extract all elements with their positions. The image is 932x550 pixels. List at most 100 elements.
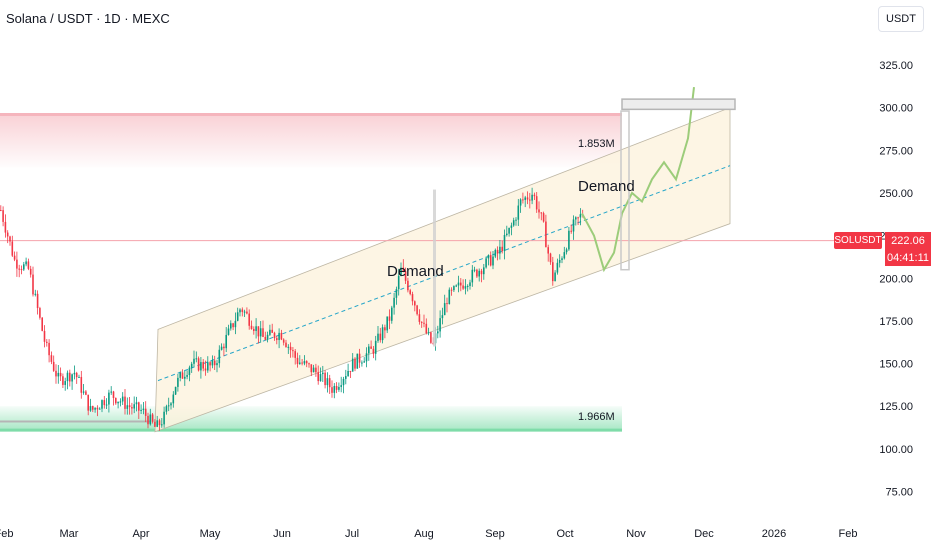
candle <box>535 196 538 210</box>
candle <box>301 362 303 364</box>
candle <box>18 268 20 270</box>
candle <box>48 342 50 356</box>
currency-button[interactable]: USDT <box>878 6 924 32</box>
candle <box>487 255 490 259</box>
candle <box>174 386 177 395</box>
candle <box>204 368 207 371</box>
candle <box>98 408 101 410</box>
candle <box>89 406 92 411</box>
candle <box>43 330 46 342</box>
candle <box>94 407 96 410</box>
candle <box>170 403 172 406</box>
candle <box>131 407 133 409</box>
candle <box>59 372 62 377</box>
candle <box>6 232 9 237</box>
candle <box>446 303 448 305</box>
candle <box>388 316 391 321</box>
candle <box>126 405 129 409</box>
demand-label-1: Demand <box>387 263 444 280</box>
candle <box>538 209 540 213</box>
candle <box>138 402 140 411</box>
candle <box>368 346 370 354</box>
candle <box>354 358 356 369</box>
x-tick-label: Jul <box>345 528 359 540</box>
candle <box>149 414 152 425</box>
candle <box>506 233 508 235</box>
candle <box>372 348 375 354</box>
candle <box>338 386 340 390</box>
candle <box>278 332 280 341</box>
candle <box>335 385 338 390</box>
candle <box>73 372 76 375</box>
candle <box>262 328 264 337</box>
candle <box>287 346 290 348</box>
candle <box>395 289 398 298</box>
x-tick-label: Aug <box>414 528 434 540</box>
candle <box>64 381 66 385</box>
candle <box>184 376 186 379</box>
candle <box>420 321 423 323</box>
candle <box>161 424 163 426</box>
candle <box>66 372 69 382</box>
candle <box>565 249 568 253</box>
x-tick-label: Jun <box>273 528 291 540</box>
candle <box>547 247 549 254</box>
y-tick-label: 125.00 <box>879 401 913 413</box>
candle <box>397 275 400 290</box>
candle <box>87 394 89 411</box>
candle <box>4 221 7 233</box>
candle <box>211 360 214 366</box>
candle <box>333 385 336 393</box>
candle <box>101 400 103 409</box>
candle <box>416 305 418 315</box>
candle <box>119 401 122 403</box>
candle <box>377 333 379 341</box>
candle <box>315 367 317 373</box>
candle <box>425 323 428 334</box>
candle <box>453 286 455 291</box>
candle <box>167 405 170 407</box>
candle <box>16 259 18 269</box>
candle <box>190 363 193 368</box>
candle <box>310 364 313 373</box>
candle <box>158 420 161 426</box>
candle <box>515 219 517 221</box>
candle <box>188 367 191 376</box>
candle <box>561 258 563 260</box>
y-tick-label: 75.00 <box>885 487 913 499</box>
candle <box>142 408 145 410</box>
y-tick-label: 250.00 <box>879 188 913 200</box>
candle <box>340 385 342 387</box>
candle <box>271 329 273 333</box>
candle <box>147 415 149 425</box>
candle <box>220 346 223 350</box>
candle <box>0 210 2 212</box>
projection-path <box>581 87 695 273</box>
candle <box>305 361 308 364</box>
symbol-tag: SOLUSDT <box>834 232 882 249</box>
candle <box>243 311 246 313</box>
candle <box>11 241 14 256</box>
candle <box>294 351 296 358</box>
candle <box>510 225 513 228</box>
candle <box>207 362 209 371</box>
candle <box>296 357 299 364</box>
candle <box>96 407 99 410</box>
channel-midline <box>157 165 731 382</box>
candle <box>462 285 464 289</box>
candle <box>427 332 430 334</box>
candle <box>476 269 478 277</box>
candle <box>39 308 41 318</box>
candle <box>384 327 386 331</box>
candle <box>62 376 64 385</box>
candle <box>200 362 202 371</box>
candle <box>34 293 37 295</box>
candle <box>345 376 347 379</box>
candle <box>443 303 446 316</box>
candle <box>29 268 32 275</box>
candle <box>257 326 260 337</box>
candle <box>25 261 27 265</box>
candle <box>503 234 506 252</box>
candle <box>499 246 501 254</box>
